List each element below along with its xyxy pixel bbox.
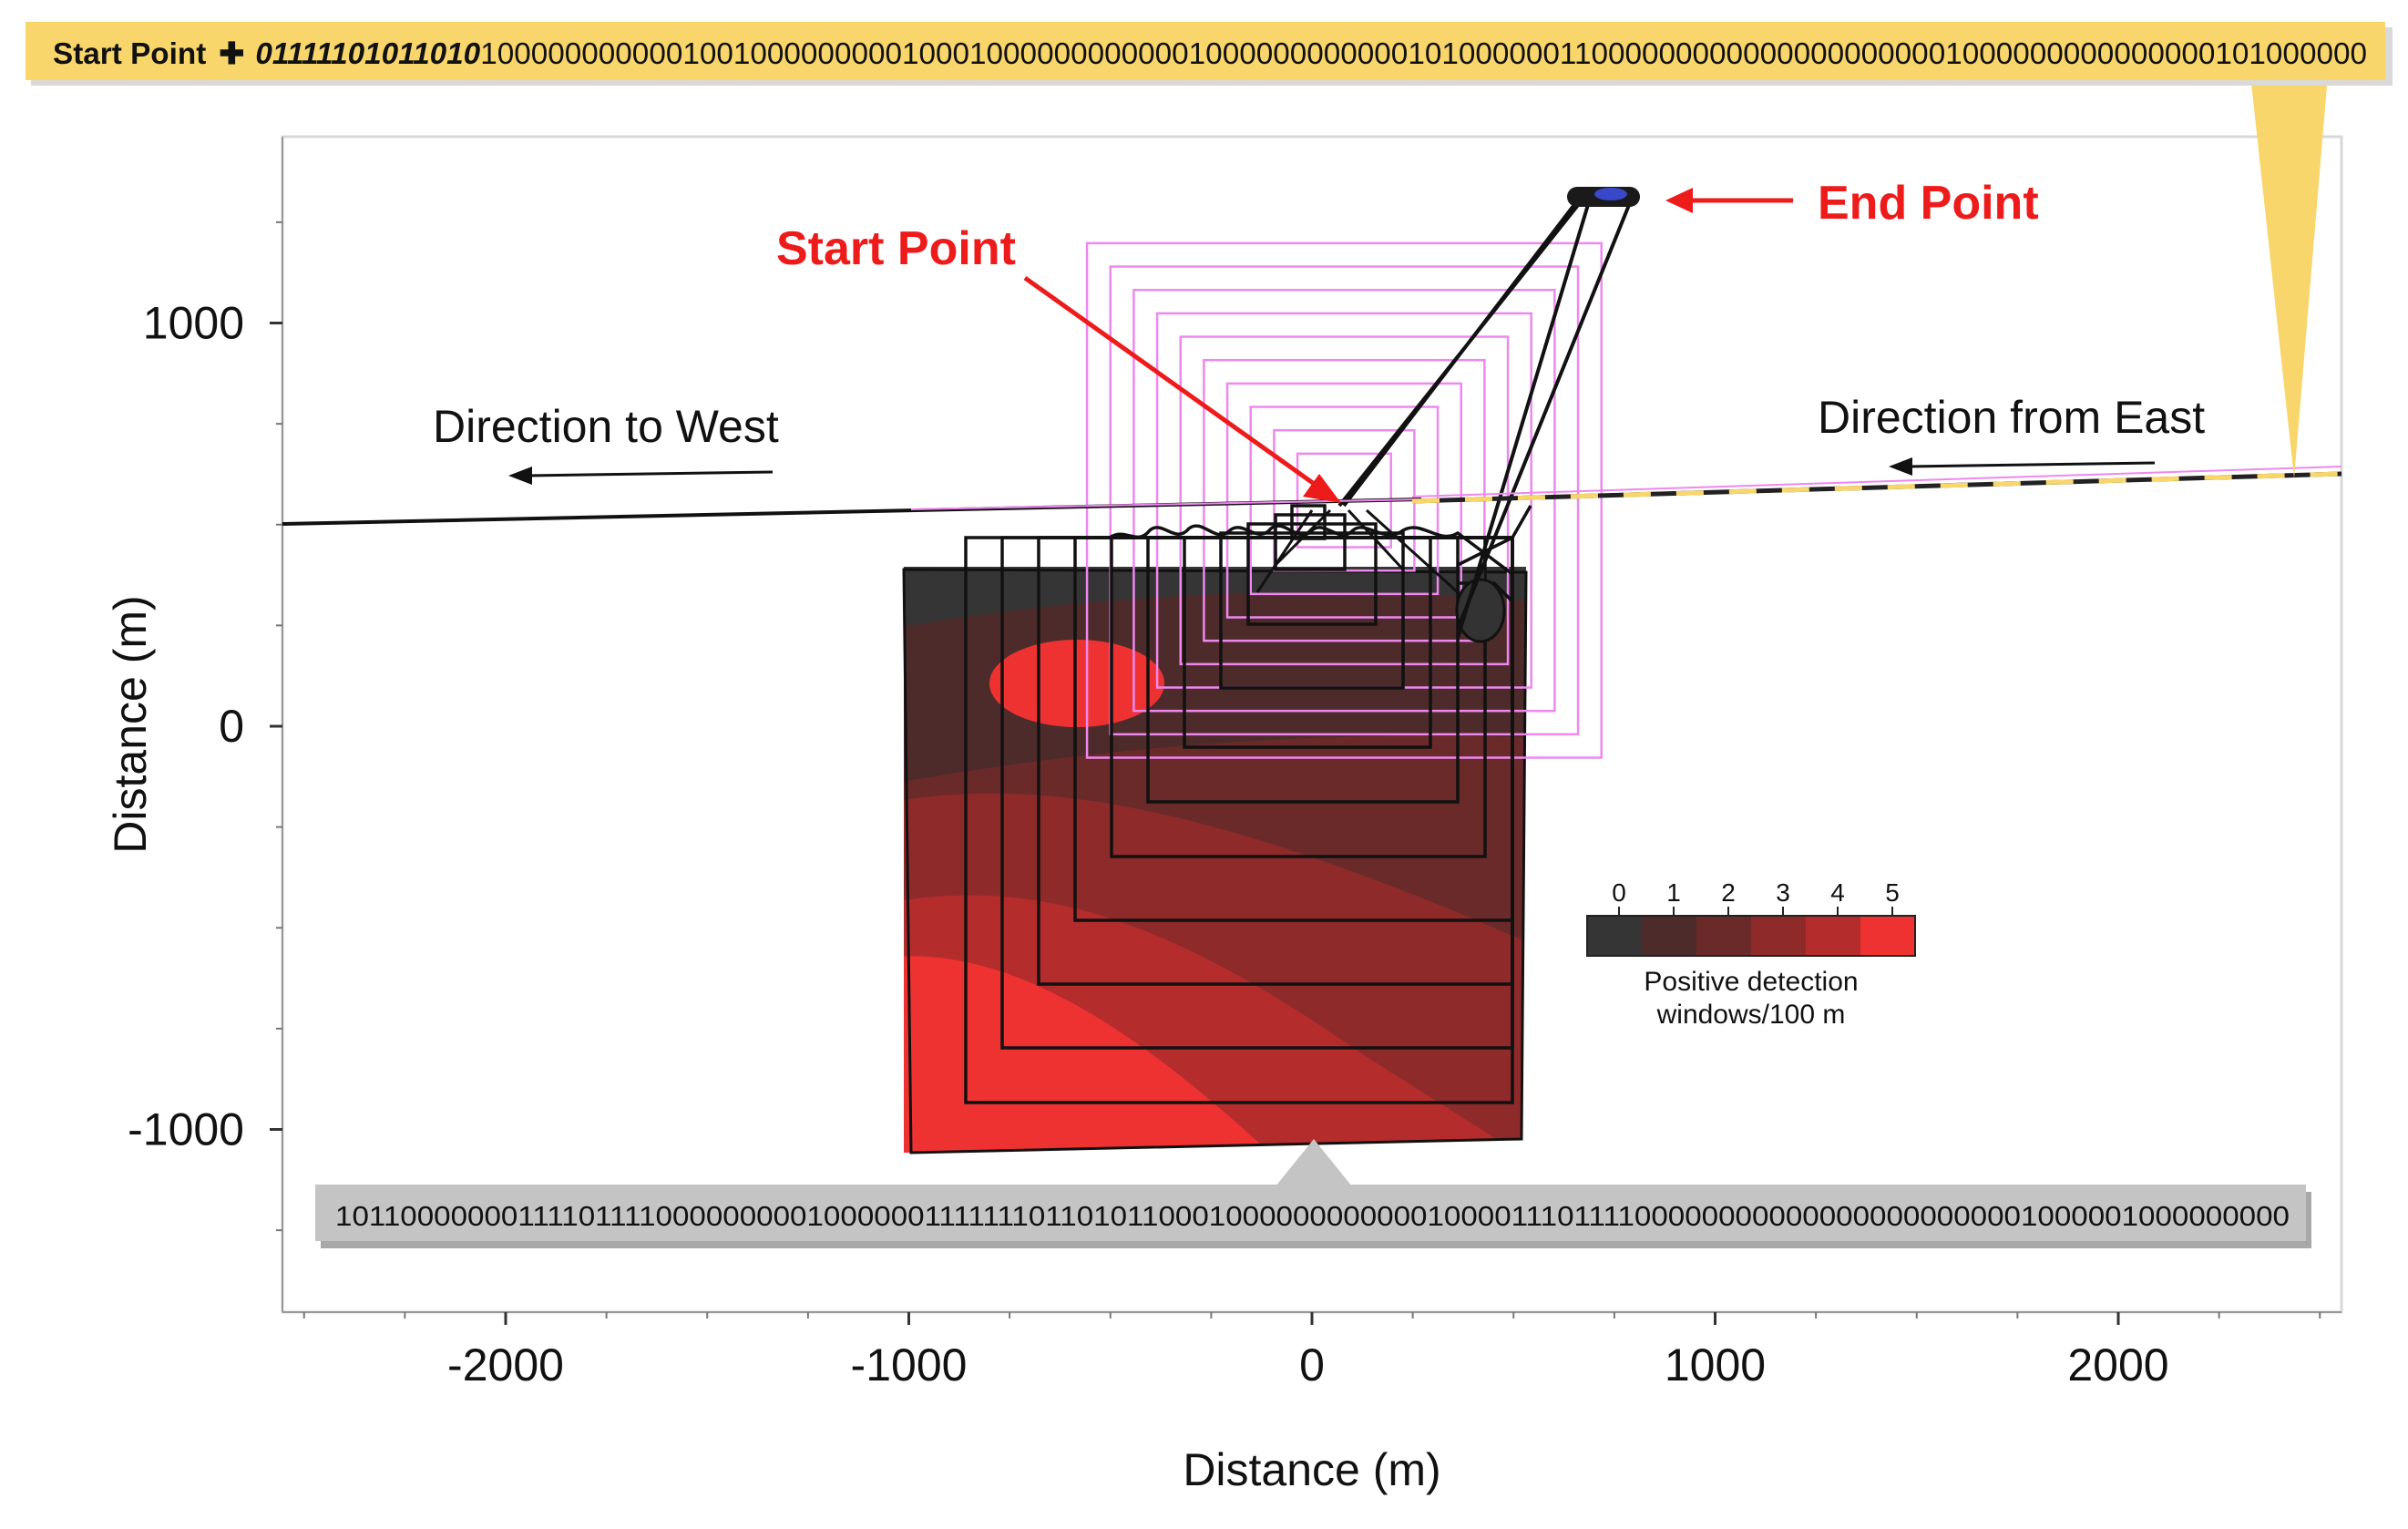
direction-west-label: Direction to West (433, 401, 779, 452)
detection-heatmap (904, 567, 1526, 1153)
direction-west-arrow (528, 470, 774, 477)
direction-east-arrow (1908, 461, 2156, 468)
colorbar-tick-label: 5 (1885, 878, 1900, 907)
top-banner-bits: 1000000000001001000000000100010000000000… (480, 36, 2367, 70)
trackline-east (1411, 471, 2342, 504)
y-axis-label: Distance (m) (105, 595, 156, 853)
colorbar-swatch (1642, 916, 1696, 956)
search-pattern (1085, 241, 1603, 759)
y-tick-label: 0 (219, 701, 244, 752)
end-point-label: End Point (1818, 177, 2039, 230)
top-banner-label: Start Point (53, 36, 206, 70)
x-tick-label: 1000 (1665, 1339, 1766, 1390)
start-point-arrow (1023, 275, 1327, 495)
y-axis: 1000 0 -1000 (128, 221, 282, 1232)
bottom-banner (315, 1185, 2306, 1241)
colorbar-swatch (1587, 916, 1642, 956)
x-tick-label: -1000 (851, 1339, 968, 1390)
top-banner-text: Start Point ✚ 0111110101101010000000000010… (53, 36, 2367, 70)
bottom-banner-text: 1011000000011110111100000000010000001111… (335, 1200, 2290, 1232)
bottom-banner-pointer (1276, 1139, 1352, 1186)
end-point-arrowhead (1665, 188, 1693, 213)
colorbar-swatch (1860, 916, 1915, 956)
track-loop (1455, 578, 1506, 643)
x-tick-label: 0 (1299, 1339, 1325, 1390)
colorbar-tick-label: 2 (1721, 878, 1736, 907)
colorbar-swatch (1696, 916, 1751, 956)
x-tick-label: 2000 (2067, 1339, 2168, 1390)
direction-east-arrowhead (1889, 457, 1912, 476)
direction-east-label: Direction from East (1818, 392, 2205, 443)
colorbar-label-line-2: windows/100 m (1656, 1000, 1846, 1030)
colorbar-tick-label: 0 (1612, 878, 1626, 907)
search-track-diagonals (1255, 508, 1460, 594)
search-square (1085, 241, 1603, 759)
start-point-arrowhead (1303, 474, 1341, 503)
x-tick-label: -2000 (447, 1339, 564, 1390)
x-axis: -2000 -1000 0 1000 2000 (302, 1312, 2321, 1390)
colorbar-tick-label: 1 (1666, 878, 1681, 907)
colorbar-swatch (1751, 916, 1806, 956)
colorbar-label: Positive detection windows/100 m (1644, 967, 1858, 1030)
top-banner-bits-bold: 01111101011010 (255, 36, 480, 70)
colorbar-frame (1586, 915, 1916, 957)
colorbar-swatch (1806, 916, 1860, 956)
search-square (1109, 265, 1580, 736)
colorbar-label-line-1: Positive detection (1644, 967, 1858, 997)
x-axis-label: Distance (m) (1183, 1444, 1440, 1495)
top-banner-pointer (2250, 75, 2328, 478)
end-point-marker-blue (1594, 188, 1627, 200)
heat-hotspot (989, 640, 1164, 727)
start-point-label: Start Point (776, 222, 1016, 275)
top-banner (26, 22, 2385, 80)
y-tick-label: -1000 (128, 1104, 244, 1155)
colorbar-tick-label: 3 (1776, 878, 1790, 907)
trackline-east-pink (1411, 466, 2342, 498)
heat-level-5 (904, 956, 1285, 1153)
search-track-edge (1108, 524, 1514, 576)
colorbar: 0 1 2 3 4 5 (1586, 878, 1916, 957)
direction-west-arrowhead (508, 467, 532, 485)
y-tick-label: 1000 (143, 298, 244, 349)
colorbar-tick-label: 4 (1830, 878, 1845, 907)
search-square (1132, 288, 1556, 713)
